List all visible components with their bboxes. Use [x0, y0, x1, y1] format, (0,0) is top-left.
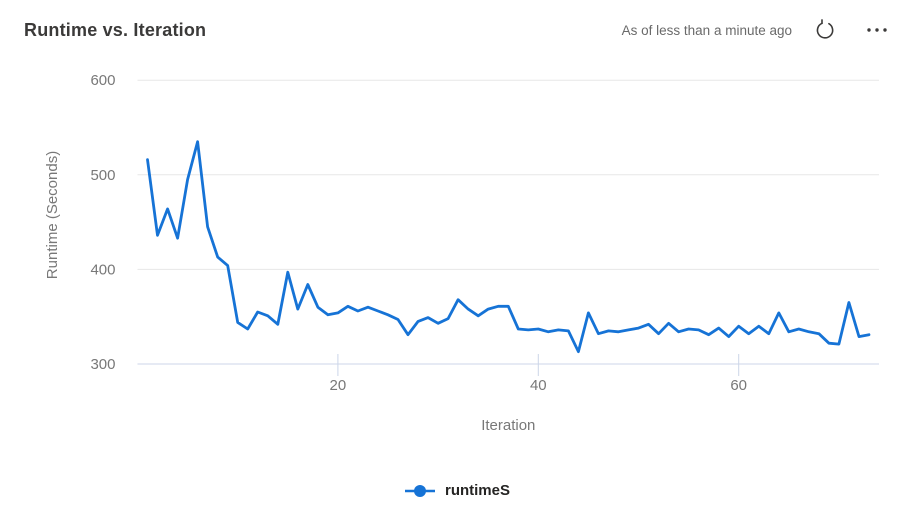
series-line-runtimeS[interactable] — [146, 140, 871, 354]
x-tick-label-60: 60 — [730, 377, 747, 394]
legend[interactable]: runtimeS — [0, 482, 914, 499]
line-chart[interactable]: 300 400 500 600 20 40 60 Iteration Runtime (Seco… — [0, 0, 914, 445]
y-tick-label-500: 500 — [90, 167, 115, 184]
more-options-button[interactable] — [862, 17, 892, 43]
x-axis-title: Iteration — [481, 417, 535, 434]
as-of-timestamp: As of less than a minute ago — [621, 22, 792, 38]
x-tick-label-40: 40 — [530, 377, 547, 394]
y-axis-title: Runtime (Seconds) — [44, 151, 61, 279]
chart-title: Runtime vs. Iteration — [24, 19, 207, 40]
y-tick-label-300: 300 — [90, 356, 115, 373]
chart-header: Runtime vs. Iteration As of less than a … — [0, 0, 914, 60]
refresh-icon — [816, 19, 834, 39]
legend-label: runtimeS — [444, 482, 510, 499]
refresh-button[interactable] — [812, 17, 838, 43]
x-tick-label-20: 20 — [330, 377, 347, 394]
legend-marker — [404, 484, 435, 497]
y-tick-label-400: 400 — [90, 261, 115, 278]
y-tick-label-600: 600 — [90, 72, 115, 89]
more-options-icon — [867, 28, 887, 32]
